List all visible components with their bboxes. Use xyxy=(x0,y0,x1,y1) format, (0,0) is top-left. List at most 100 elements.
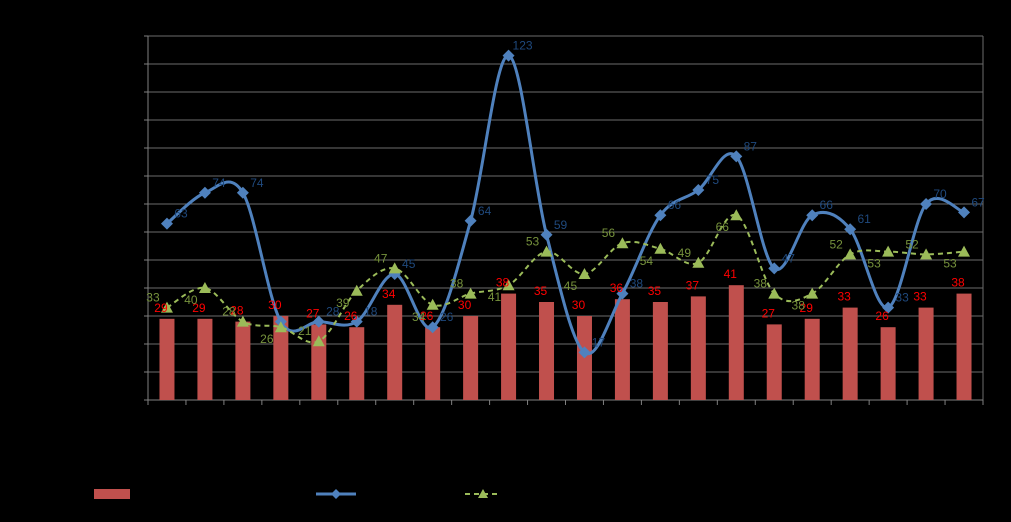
bar-data-label: 27 xyxy=(762,306,776,320)
bar-data-label: 30 xyxy=(458,298,472,312)
line-data-label: 52 xyxy=(905,237,919,251)
line-data-label: 28 xyxy=(326,305,340,319)
triangle-marker xyxy=(578,268,591,279)
line-data-label: 67 xyxy=(971,195,985,209)
bar xyxy=(235,321,251,400)
bar-data-label: 38 xyxy=(951,276,965,290)
triangle-marker xyxy=(844,248,857,260)
triangle-marker xyxy=(692,256,705,268)
bar xyxy=(159,318,175,400)
bar-data-label: 27 xyxy=(306,306,320,320)
bar xyxy=(197,318,213,400)
triangle-marker xyxy=(768,287,781,299)
bar xyxy=(273,316,289,400)
diamond-marker xyxy=(958,206,971,219)
diamond-marker xyxy=(654,209,667,222)
line-data-label: 47 xyxy=(782,251,796,265)
bar xyxy=(842,307,858,400)
line-data-label: 87 xyxy=(744,139,758,153)
diamond-marker xyxy=(920,198,933,210)
bar xyxy=(766,324,782,400)
line-data-label: 47 xyxy=(374,251,388,265)
triangle-marker xyxy=(540,245,553,257)
line-data-label: 17 xyxy=(592,335,606,349)
bar-data-label: 33 xyxy=(913,290,927,304)
triangle-marker xyxy=(806,287,819,299)
line-data-label: 40 xyxy=(184,293,198,307)
line-data-label: 53 xyxy=(867,257,881,271)
triangle-marker xyxy=(502,279,515,291)
bar-data-label: 29 xyxy=(800,301,814,315)
bar xyxy=(463,316,479,400)
diamond-marker xyxy=(882,301,895,314)
triangle-marker xyxy=(882,245,895,257)
line-data-label: 38 xyxy=(450,277,464,291)
bar xyxy=(728,285,744,400)
bar-data-label: 41 xyxy=(724,267,738,281)
bar-data-label: 29 xyxy=(154,301,168,315)
diamond-marker xyxy=(730,150,743,163)
line-data-label: 49 xyxy=(678,246,692,260)
bar-data-label: 33 xyxy=(837,290,851,304)
series-line xyxy=(166,214,965,344)
triangle-marker xyxy=(312,335,325,347)
line-data-label: 38 xyxy=(792,299,806,313)
triangle-marker xyxy=(160,301,173,313)
line-data-label: 33 xyxy=(895,291,909,305)
legend-bar-swatch xyxy=(94,489,130,499)
triangle-marker xyxy=(958,245,971,257)
bar xyxy=(614,299,630,400)
gridlines xyxy=(148,35,984,401)
bar-data-label: 29 xyxy=(192,301,206,315)
bar xyxy=(918,307,934,400)
diamond-marker xyxy=(350,315,363,328)
line-data-label: 39 xyxy=(336,296,350,310)
bar-data-label: 34 xyxy=(382,287,396,301)
line-data-label: 64 xyxy=(478,204,492,218)
line-data-label: 63 xyxy=(174,207,188,221)
bar-data-label: 35 xyxy=(648,284,662,298)
legend-diamond-marker xyxy=(331,489,341,499)
triangle-marker xyxy=(236,315,249,327)
diamond-marker xyxy=(236,186,249,199)
line-data-label: 45 xyxy=(564,279,578,293)
bar-data-label: 26 xyxy=(420,309,434,323)
bar-data-label: 38 xyxy=(496,276,510,290)
triangle-marker xyxy=(426,298,439,310)
line-data-label: 38 xyxy=(630,277,644,291)
line-data-label: 53 xyxy=(943,257,957,271)
line-data-label: 59 xyxy=(554,218,568,232)
line-data-label: 33 xyxy=(146,291,160,305)
line-data-label: 74 xyxy=(250,176,264,190)
line-data-label: 53 xyxy=(526,235,540,249)
diamond-marker xyxy=(806,209,819,222)
line-data-label: 123 xyxy=(513,39,533,53)
diamond-marker xyxy=(198,186,211,199)
bar xyxy=(349,327,365,400)
line-data-label: 61 xyxy=(857,212,871,226)
triangle-marker xyxy=(464,287,477,299)
diamond-marker xyxy=(540,228,553,241)
bar xyxy=(804,318,820,400)
bar xyxy=(690,296,706,400)
line-data-label: 38 xyxy=(754,277,768,291)
bar xyxy=(652,302,668,400)
bar xyxy=(501,293,517,400)
line-data-label: 26 xyxy=(260,332,274,346)
diamond-marker xyxy=(578,346,591,359)
diamond-marker xyxy=(768,262,781,275)
line-data-label: 18 xyxy=(364,305,378,319)
line-data-label: 70 xyxy=(933,187,947,201)
diamond-marker xyxy=(616,287,629,300)
bar xyxy=(387,304,403,400)
line-data-label: 54 xyxy=(640,254,654,268)
line-data-label: 75 xyxy=(706,173,720,187)
line-data-label: 74 xyxy=(212,176,226,190)
triangle-marker xyxy=(350,284,363,296)
line-data-label: 28 xyxy=(222,305,236,319)
bar-data-label: 35 xyxy=(534,284,548,298)
line-data-label: 56 xyxy=(602,226,616,240)
diamond-marker xyxy=(692,184,705,196)
line-data-label: 52 xyxy=(829,237,843,251)
